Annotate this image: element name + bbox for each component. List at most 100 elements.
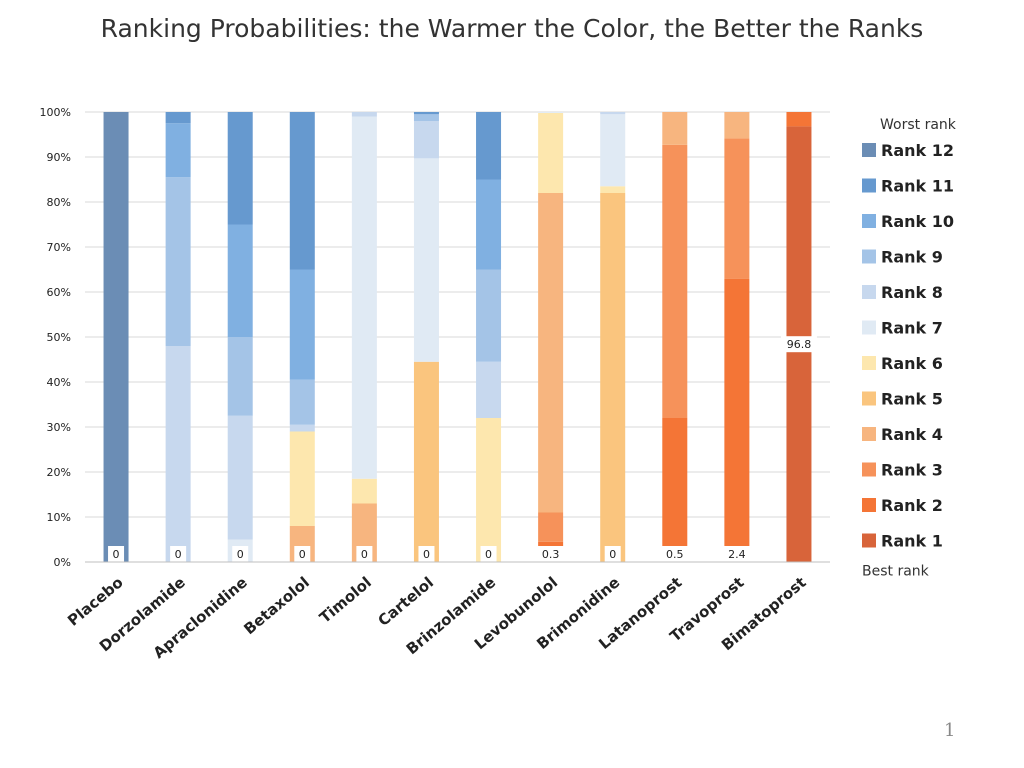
legend-label: Rank 2 [881,496,943,515]
legend-label: Rank 8 [881,283,943,302]
bar-segment-rank-5 [413,361,439,562]
data-label: 0 [423,548,430,561]
bar-segment-rank-8 [413,121,439,159]
page-number: 1 [944,720,956,741]
data-label: 0 [361,548,368,561]
legend-label: Rank 4 [881,425,943,444]
y-axis: 0% 10% 20% 30% 40% 50% 60% 70% 80% 90% 100% [40,106,71,569]
data-label: 0.3 [542,548,560,561]
data-label: 0 [175,548,182,561]
legend-label: Rank 12 [881,141,954,160]
legend-label: Rank 7 [881,319,943,338]
bar-segment-rank-10 [476,179,502,270]
bar-segment-rank-11 [165,112,191,124]
data-label: 0 [113,548,120,561]
bar-segment-rank-6 [600,186,626,193]
bar-segment-rank-2 [724,278,750,552]
data-label-box [108,546,125,562]
legend-swatch [862,356,876,370]
data-label: 0 [237,548,244,561]
bar-segment-rank-4 [662,112,688,145]
bar-segment-rank-11 [227,112,253,225]
gridlines [85,111,830,563]
data-label-box [232,546,249,562]
data-label-box [604,546,621,562]
x-tick-label: Cartelol [375,573,437,630]
legend: Worst rank Rank 12 Rank 11 Rank 10 Rank 9 Ran… [862,117,957,580]
data-label: 0 [609,548,616,561]
bar-segment-rank-10 [289,269,315,380]
legend-label: Rank 9 [881,248,943,267]
y-tick-label: 30% [47,421,71,434]
bar-segment-rank-12 [103,112,129,562]
bar-segment-rank-10 [165,123,191,178]
data-label-box [170,546,187,562]
bar-segment-rank-8 [227,415,253,540]
bar-segment-rank-8 [165,346,191,562]
bars [103,112,812,563]
bar-segment-rank-2 [786,112,812,127]
y-tick-label: 20% [47,466,71,479]
legend-label: Rank 5 [881,390,943,409]
legend-swatch [862,143,876,157]
data-label-box [722,546,752,562]
legend-label: Rank 3 [881,461,943,480]
y-tick-label: 10% [47,511,71,524]
legend-label: Rank 6 [881,354,943,373]
legend-swatch [862,533,876,548]
y-tick-label: 100% [40,106,71,119]
data-label: 0.5 [666,548,684,561]
bar-segment-rank-7 [600,114,626,187]
bar-segment-rank-6 [476,418,502,562]
data-label-box [418,546,435,562]
bar-segment-rank-4 [724,112,750,139]
bar-segment-rank-3 [724,138,750,279]
data-label: 96.8 [787,338,812,351]
y-tick-label: 80% [47,196,71,209]
y-tick-label: 90% [47,151,71,164]
bar-segment-rank-7 [413,158,439,362]
bar-segment-rank-2 [662,418,688,560]
legend-swatch [862,391,876,406]
y-tick-label: 50% [47,331,71,344]
x-tick-label: Betaxolol [240,573,312,638]
bar-segment-rank-4 [538,193,564,513]
bar-segment-rank-9 [476,269,502,362]
x-tick-label: Timolol [316,573,375,627]
data-label-box [294,546,311,562]
bar-segment-rank-6 [538,112,564,193]
bar-segment-rank-9 [289,379,315,425]
legend-worst-rank: Worst rank [880,117,957,133]
data-labels: 0 0 0 0 0 0 0 0.3 0 0.5 2.4 96.8 [108,336,817,562]
data-label: 0 [485,548,492,561]
bar-segment-rank-3 [662,144,688,418]
y-tick-label: 60% [47,286,71,299]
bar-segment-rank-8 [600,112,626,115]
bar-segment-rank-9 [413,114,439,121]
x-tick-label: Placebo [64,573,126,629]
legend-swatch [862,462,876,477]
legend-swatch [862,249,876,264]
data-label-box [780,336,817,353]
legend-swatch [862,285,876,299]
data-label-box [480,546,497,562]
legend-swatch [862,214,876,228]
data-label-box [356,546,373,562]
bar-segment-rank-11 [476,112,502,180]
legend-swatch [862,320,876,335]
y-tick-label: 40% [47,376,71,389]
data-label: 2.4 [728,548,746,561]
legend-label: Rank 1 [881,532,943,551]
bar-segment-rank-7 [538,112,564,113]
data-label-box [536,546,566,562]
bar-segment-rank-9 [227,337,253,416]
legend-label: Rank 10 [881,212,954,231]
bar-segment-rank-11 [413,112,439,115]
bar-segment-rank-3 [538,512,564,542]
bar-segment-rank-5 [600,193,626,562]
legend-swatch [862,178,876,193]
bar-segment-rank-10 [227,224,253,337]
legend-swatch [862,427,876,441]
x-axis: PlaceboDorzolamideApraclonidineBetaxolol… [64,561,830,662]
y-tick-label: 0% [54,556,71,569]
